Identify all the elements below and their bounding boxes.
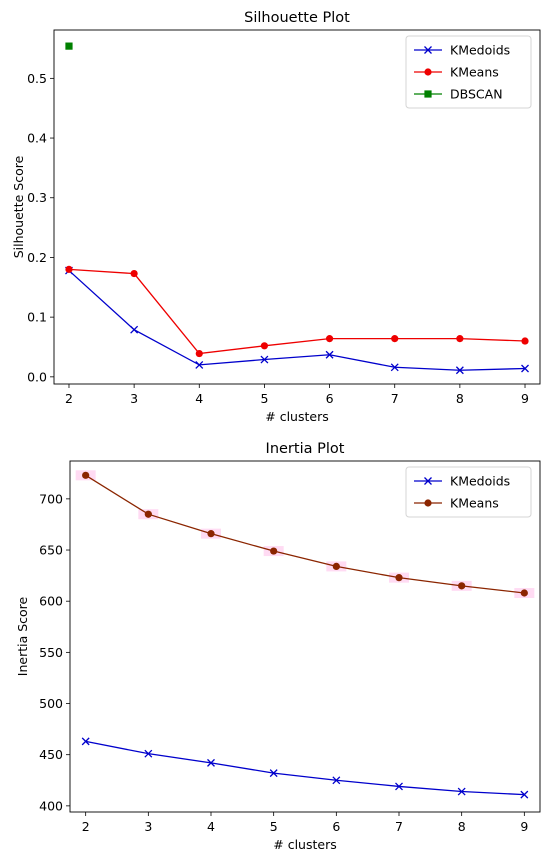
y-tick-label: 600 xyxy=(39,594,63,609)
data-point xyxy=(130,325,139,334)
data-point xyxy=(65,265,73,273)
x-tick-label: 8 xyxy=(458,819,466,834)
data-point xyxy=(332,776,341,785)
data-point xyxy=(521,337,529,345)
data-point xyxy=(207,758,215,767)
legend: KMedoids KMeans xyxy=(405,466,532,518)
x-tick-label: 3 xyxy=(130,391,138,406)
x-tick-label: 6 xyxy=(332,819,340,834)
y-tick-label: 0.2 xyxy=(27,250,47,265)
legend-swatch-marker xyxy=(424,68,432,76)
x-tick-label: 4 xyxy=(195,391,203,406)
data-point xyxy=(130,269,138,278)
data-point xyxy=(195,360,204,369)
chart-1: Inertia Plot 2 3 4 5 6 7 8 9 400 450 500 550 600 650 70… xyxy=(15,441,541,852)
y-tick-label: 0.4 xyxy=(27,131,47,146)
x-tick-label: 5 xyxy=(270,819,278,834)
x-tick-label: 9 xyxy=(521,391,529,406)
legend-swatch-marker xyxy=(424,499,432,507)
data-point xyxy=(81,737,90,746)
x-tick-label: 3 xyxy=(144,819,152,834)
x-tick-label: 2 xyxy=(65,391,73,406)
data-point xyxy=(144,510,152,518)
x-tick-label: 2 xyxy=(82,819,90,834)
legend-label: DBSCAN xyxy=(450,87,503,102)
legend-swatch-marker xyxy=(424,90,432,98)
legend-box xyxy=(405,35,532,109)
x-tick-label: 7 xyxy=(395,819,403,834)
data-point xyxy=(260,342,269,350)
x-tick-label: 6 xyxy=(326,391,334,406)
y-tick-label: 0.1 xyxy=(27,310,47,325)
data-point xyxy=(260,355,269,364)
chart-title: Inertia Plot xyxy=(266,441,345,457)
data-point xyxy=(144,749,153,758)
y-tick-label: 400 xyxy=(39,798,63,813)
data-point xyxy=(520,790,529,799)
x-tick-label: 5 xyxy=(260,391,268,406)
data-point xyxy=(269,769,278,778)
x-axis-label: # clusters xyxy=(273,837,336,852)
data-point xyxy=(270,547,278,555)
legend-label: KMeans xyxy=(450,496,499,511)
series-kmeans xyxy=(65,265,529,358)
data-point xyxy=(195,349,203,358)
series-kmeans xyxy=(75,470,535,599)
data-point xyxy=(521,364,529,373)
y-axis-label: Inertia Score xyxy=(15,596,30,676)
data-point xyxy=(520,589,528,597)
data-point xyxy=(395,574,403,582)
data-point xyxy=(391,335,399,343)
data-point xyxy=(455,366,464,375)
y-tick-label: 500 xyxy=(39,696,63,711)
series-line xyxy=(68,268,526,355)
axes-frame xyxy=(53,29,541,385)
x-tick-label: 7 xyxy=(391,391,399,406)
x-axis-label: # clusters xyxy=(265,409,328,424)
y-tick-label: 0.3 xyxy=(27,190,47,205)
series-kmedoids xyxy=(65,266,529,375)
data-point xyxy=(65,42,73,50)
data-point xyxy=(332,562,340,571)
x-tick-label: 9 xyxy=(520,819,528,834)
chart-0: Silhouette Plot 2 3 4 5 6 7 8 9 0.0 0.1 0.2 0.3 0.4 0.… xyxy=(11,10,541,424)
data-point xyxy=(458,582,466,590)
legend: KMedoids KMeans DBSCAN xyxy=(405,35,532,109)
series-kmedoids xyxy=(81,737,529,799)
y-tick-label: 650 xyxy=(39,543,63,558)
y-tick-label: 550 xyxy=(39,645,63,660)
legend-label: KMedoids xyxy=(450,43,510,58)
axes-frame xyxy=(69,460,541,813)
x-tick-label: 4 xyxy=(207,819,215,834)
legend-label: KMedoids xyxy=(450,474,510,489)
y-axis-label: Silhouette Score xyxy=(11,155,26,258)
series-line xyxy=(68,270,526,371)
data-point xyxy=(207,530,215,538)
legend-swatch-marker xyxy=(424,46,432,54)
legend-label: KMeans xyxy=(450,65,499,80)
series-dbscan xyxy=(65,42,73,50)
y-tick-label: 450 xyxy=(39,747,63,762)
legend-box xyxy=(405,466,532,518)
data-point xyxy=(390,363,399,372)
data-point xyxy=(325,350,334,359)
data-point xyxy=(457,787,466,796)
y-tick-label: 700 xyxy=(39,491,63,506)
data-point xyxy=(82,471,90,479)
data-point xyxy=(395,782,403,791)
chart-title: Silhouette Plot xyxy=(244,10,350,26)
series-line xyxy=(85,740,525,796)
x-tick-label: 8 xyxy=(456,391,464,406)
y-tick-label: 0.5 xyxy=(27,71,47,86)
legend-swatch-marker xyxy=(424,477,432,485)
series-line xyxy=(85,474,525,594)
data-point xyxy=(456,335,464,343)
y-tick-label: 0.0 xyxy=(27,369,47,384)
data-point xyxy=(325,335,334,343)
